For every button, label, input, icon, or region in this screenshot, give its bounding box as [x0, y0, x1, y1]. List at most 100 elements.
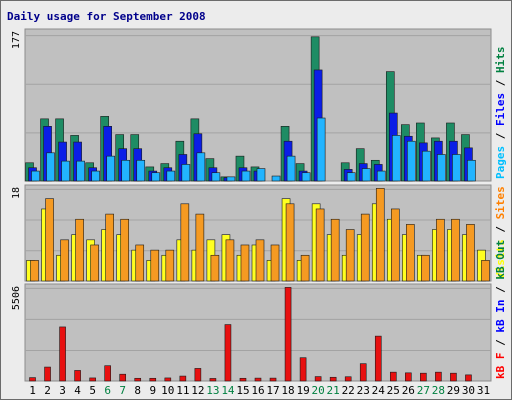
x-tick-label: 8 [134, 384, 141, 397]
bar-pages-day-14 [226, 176, 236, 182]
bar-kb-f-day-16 [254, 377, 262, 382]
bar-kb-f-day-25 [389, 371, 397, 382]
legend-entry: Sites [494, 186, 507, 219]
bar-kb-f-day-11 [179, 375, 187, 382]
x-tick-label: 5 [89, 384, 96, 397]
bar-sites-day-16 [255, 239, 265, 282]
panel-background [24, 283, 492, 382]
bar-sites-day-10 [165, 249, 175, 282]
legend-entry: Visits [494, 239, 507, 279]
x-tick-label: 20 [312, 384, 325, 397]
bar-kb-f-day-30 [465, 374, 472, 382]
bar-sites-day-24 [375, 188, 385, 282]
bar-kb-f-day-26 [405, 372, 412, 382]
bar-sites-day-14 [225, 239, 235, 282]
chart-title: Daily usage for September 2008 [7, 10, 206, 23]
legend-entry: kB F [494, 353, 507, 380]
bar-pages-day-6 [106, 155, 115, 182]
legend-entry: kB Out [494, 240, 507, 280]
legend-entry: / [494, 219, 507, 239]
bar-sites-day-25 [390, 208, 400, 282]
legend-entry: / [494, 333, 507, 353]
x-tick-label: 6 [104, 384, 111, 397]
bar-sites-day-28 [436, 218, 445, 282]
x-tick-label: 25 [387, 384, 400, 397]
y-max-label: 18 [11, 187, 22, 199]
bar-sites-day-12 [195, 213, 205, 282]
x-tick-label: 24 [372, 384, 386, 397]
x-tick-label: 1 [29, 384, 36, 397]
bar-pages-day-23 [361, 168, 371, 182]
bar-kb-f-day-2 [44, 366, 51, 382]
bar-kb-f-day-24 [374, 335, 382, 382]
y-max-label: 177 [11, 31, 22, 49]
bar-pages-day-25 [391, 135, 401, 182]
bar-pages-day-26 [407, 140, 416, 182]
bar-sites-day-19 [300, 254, 310, 282]
bar-sites-day-9 [150, 249, 160, 282]
bar-pages-day-7 [121, 159, 131, 182]
bar-pages-day-16 [256, 168, 266, 182]
bar-kb-f-day-29 [450, 372, 457, 382]
legend-entry: / [494, 73, 507, 93]
bar-pages-day-30 [467, 159, 476, 182]
x-tick-label: 11 [176, 384, 189, 397]
x-tick-label: 26 [402, 384, 415, 397]
bar-sites-day-11 [180, 203, 190, 282]
bar-pages-day-27 [422, 150, 431, 182]
bar-kb-f-day-10 [164, 377, 172, 382]
x-tick-label: 30 [462, 384, 475, 397]
bar-sites-day-6 [105, 213, 114, 282]
bar-sites-day-26 [406, 224, 415, 282]
bar-pages-day-28 [437, 154, 446, 182]
bar-kb-f-day-15 [239, 377, 247, 382]
bar-kb-f-day-1 [29, 377, 36, 382]
bar-pages-day-2 [46, 152, 55, 182]
bar-pages-day-10 [166, 170, 176, 182]
bar-kb-f-day-12 [194, 368, 202, 382]
bar-sites-day-27 [421, 254, 430, 282]
side-legend: kB F / kB In / kB Out [494, 240, 507, 379]
side-legend: Visits / Sites [494, 186, 507, 279]
bar-kb-f-day-8 [134, 377, 142, 382]
bar-kb-f-day-28 [435, 371, 442, 382]
legend-entry: Files [494, 93, 507, 126]
bar-kb-f-day-9 [149, 377, 157, 382]
x-tick-label: 21 [327, 384, 340, 397]
x-axis-labels: 1 2 3 4 5 6 7 8 9 10 11 12 13 14 15 16 17 18 19 20 21 22 23 24 2… [29, 384, 490, 397]
bar-pages-day-3 [61, 160, 70, 182]
bar-sites-day-13 [210, 254, 220, 282]
bar-kb-f-day-4 [74, 370, 81, 382]
bar-pages-day-17 [271, 175, 281, 182]
bar-pages-day-24 [376, 170, 386, 182]
bar-kb-f-day-23 [359, 363, 367, 382]
x-tick-label: 14 [221, 384, 235, 397]
bar-sites-day-4 [75, 218, 84, 282]
x-tick-label: 12 [191, 384, 204, 397]
bar-sites-day-3 [60, 239, 69, 282]
x-tick-label: 13 [206, 384, 219, 397]
bar-pages-day-12 [196, 152, 206, 182]
x-tick-label: 3 [59, 384, 66, 397]
x-tick-label: 19 [296, 384, 309, 397]
side-legend: Pages / Files / Hits [494, 47, 507, 180]
legend-entry: Pages [494, 146, 507, 179]
x-tick-label: 27 [417, 384, 430, 397]
x-tick-label: 17 [266, 384, 279, 397]
bar-sites-day-20 [315, 208, 325, 282]
y-max-label: 5506 [11, 286, 22, 310]
x-tick-label: 7 [119, 384, 126, 397]
x-tick-label: 10 [161, 384, 174, 397]
x-tick-label: 9 [149, 384, 156, 397]
bar-kb-f-day-5 [89, 377, 96, 382]
bar-kb-f-day-6 [104, 365, 111, 382]
x-tick-label: 16 [251, 384, 264, 397]
x-tick-label: 29 [447, 384, 460, 397]
bar-sites-day-31 [481, 260, 490, 282]
bar-kb-f-day-21 [329, 376, 337, 382]
bar-pages-day-13 [211, 172, 221, 182]
bar-kb-f-day-13 [209, 378, 217, 382]
bar-sites-day-1 [30, 260, 39, 282]
x-tick-label: 22 [342, 384, 355, 397]
